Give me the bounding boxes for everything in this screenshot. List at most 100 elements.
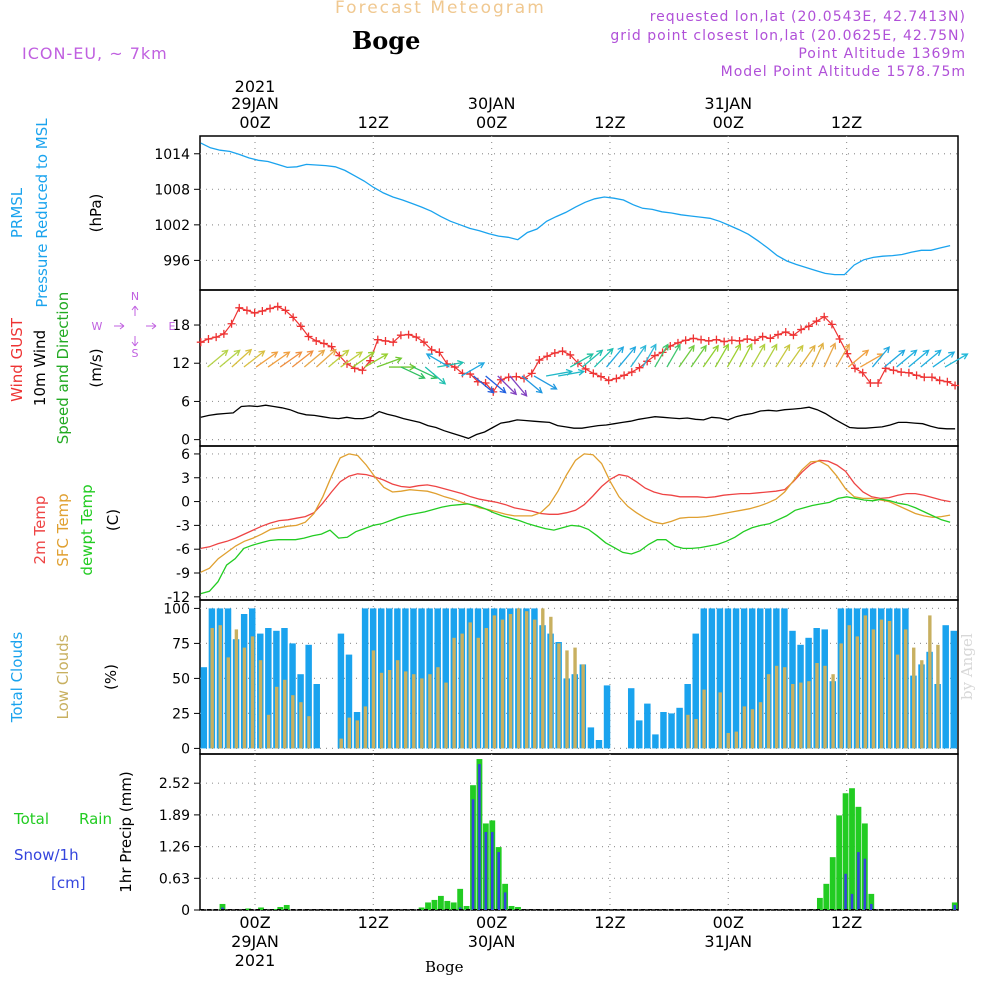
ytick-label-clouds: 75	[172, 636, 190, 652]
ytick-label-precip: 0	[181, 903, 190, 919]
low-cloud-bar	[250, 636, 255, 749]
wind-direction-arrow	[871, 346, 890, 368]
wind-direction-arrow	[255, 351, 278, 368]
wind-arrow-head	[817, 342, 825, 350]
bottom-hour-label: 00Z	[239, 913, 270, 932]
low-cloud-bar	[379, 672, 384, 749]
ytick-label-temperature: -9	[176, 566, 190, 582]
requested-coords: requested lon,lat (20.0543E, 42.7413N)	[649, 9, 966, 25]
ytick-label-clouds: 0	[181, 741, 190, 757]
station-title: Boge	[352, 26, 421, 55]
ytick-label-precip: 0.63	[159, 871, 190, 887]
low-cloud-bar	[541, 608, 545, 749]
wind-arrow-head	[418, 372, 426, 380]
rain-bar	[245, 908, 252, 910]
low-cloud-bar	[758, 702, 763, 749]
gust-marker	[566, 350, 575, 359]
gust-marker	[404, 330, 413, 339]
rain-bar	[829, 857, 836, 910]
low-cloud-bar	[436, 667, 440, 749]
wind-arrow-head	[499, 386, 507, 394]
gust-marker	[727, 336, 736, 345]
low-cloud-bar	[533, 619, 537, 749]
gust-marker	[196, 338, 205, 347]
gust-marker	[535, 356, 544, 365]
total-cloud-bar	[668, 713, 675, 749]
rain-bar	[836, 815, 843, 910]
footer-station: Boge	[425, 958, 464, 976]
wind-arrow-head	[586, 353, 594, 360]
wind-direction-arrow	[654, 344, 669, 368]
low-cloud-bar	[895, 654, 900, 749]
low-cloud-bar	[291, 695, 295, 749]
wind-arrow-head	[606, 347, 614, 355]
wind-arrow-head	[520, 389, 528, 397]
gust-marker	[689, 334, 698, 343]
wind-arrow-head	[535, 386, 543, 394]
rain-bar	[283, 904, 290, 910]
gust-marker	[712, 335, 721, 344]
gust-marker	[620, 371, 629, 380]
ytick-label-precip: 1.89	[159, 808, 190, 824]
compass-s: S	[132, 347, 139, 360]
total-cloud-bar	[732, 608, 740, 749]
ytick-label-clouds: 100	[163, 601, 190, 617]
total-cloud-bar	[603, 685, 611, 749]
wind-direction-arrow	[424, 366, 446, 385]
gust-marker	[827, 320, 836, 329]
low-cloud-bar	[508, 614, 513, 749]
low-cloud-bar	[347, 717, 351, 749]
low-cloud-bar	[694, 719, 698, 749]
bottom-hour-label: 12Z	[594, 913, 625, 932]
total-cloud-bar	[716, 608, 724, 749]
ytick-label-pressure: 1008	[154, 182, 190, 198]
low-cloud-bar	[726, 733, 730, 749]
low-cloud-bar	[879, 619, 884, 749]
wind-arrow-head	[329, 348, 337, 356]
gust-marker	[296, 322, 305, 331]
wind-arrow-head	[487, 386, 495, 394]
wind-arrow-head	[898, 349, 906, 357]
wind-arrow-head	[550, 383, 558, 390]
rain-bar	[463, 905, 470, 910]
total-cloud-bar	[627, 688, 635, 749]
gust-marker	[266, 304, 275, 313]
wind-direction-arrow	[714, 344, 729, 368]
total-cloud-bar	[724, 608, 732, 749]
low-cloud-bar	[363, 706, 368, 749]
gust-marker	[627, 368, 636, 377]
wind-arrow-head	[948, 351, 956, 358]
low-cloud-bar	[484, 628, 489, 749]
wind-direction-arrow	[847, 349, 869, 368]
top-hour-label: 12Z	[831, 113, 862, 132]
gust-marker	[912, 371, 921, 380]
gust-marker	[735, 336, 744, 345]
low-cloud-bar	[210, 628, 214, 749]
gust-marker	[720, 337, 729, 346]
ytick-label-pressure: 996	[163, 253, 190, 269]
rain-bar	[450, 902, 457, 910]
wind-arrow-head	[233, 349, 241, 357]
gust-marker	[435, 348, 444, 357]
wind-direction-arrow	[908, 349, 930, 368]
wind-arrow-head	[577, 368, 586, 376]
wind-direction-arrow	[690, 345, 707, 368]
rain-label-total: Total	[13, 810, 49, 828]
gust-marker	[635, 363, 644, 372]
gust-marker	[897, 368, 906, 377]
gust-marker	[874, 378, 883, 387]
top-hour-label: 12Z	[358, 113, 389, 132]
compass-arrows	[114, 305, 157, 347]
top-hour-label: 00Z	[476, 113, 507, 132]
total-cloud-bar	[442, 608, 449, 749]
gust-marker	[250, 308, 259, 317]
low-cloud-bar	[460, 633, 464, 749]
wind-arrow-head	[318, 349, 326, 357]
wind-arrow-head	[734, 343, 742, 351]
low-cloud-bar	[565, 650, 569, 749]
rain-bar	[219, 903, 226, 910]
gust-marker	[889, 366, 898, 375]
wind-direction-arrow	[920, 349, 942, 368]
wind-direction-arrow	[787, 345, 804, 368]
